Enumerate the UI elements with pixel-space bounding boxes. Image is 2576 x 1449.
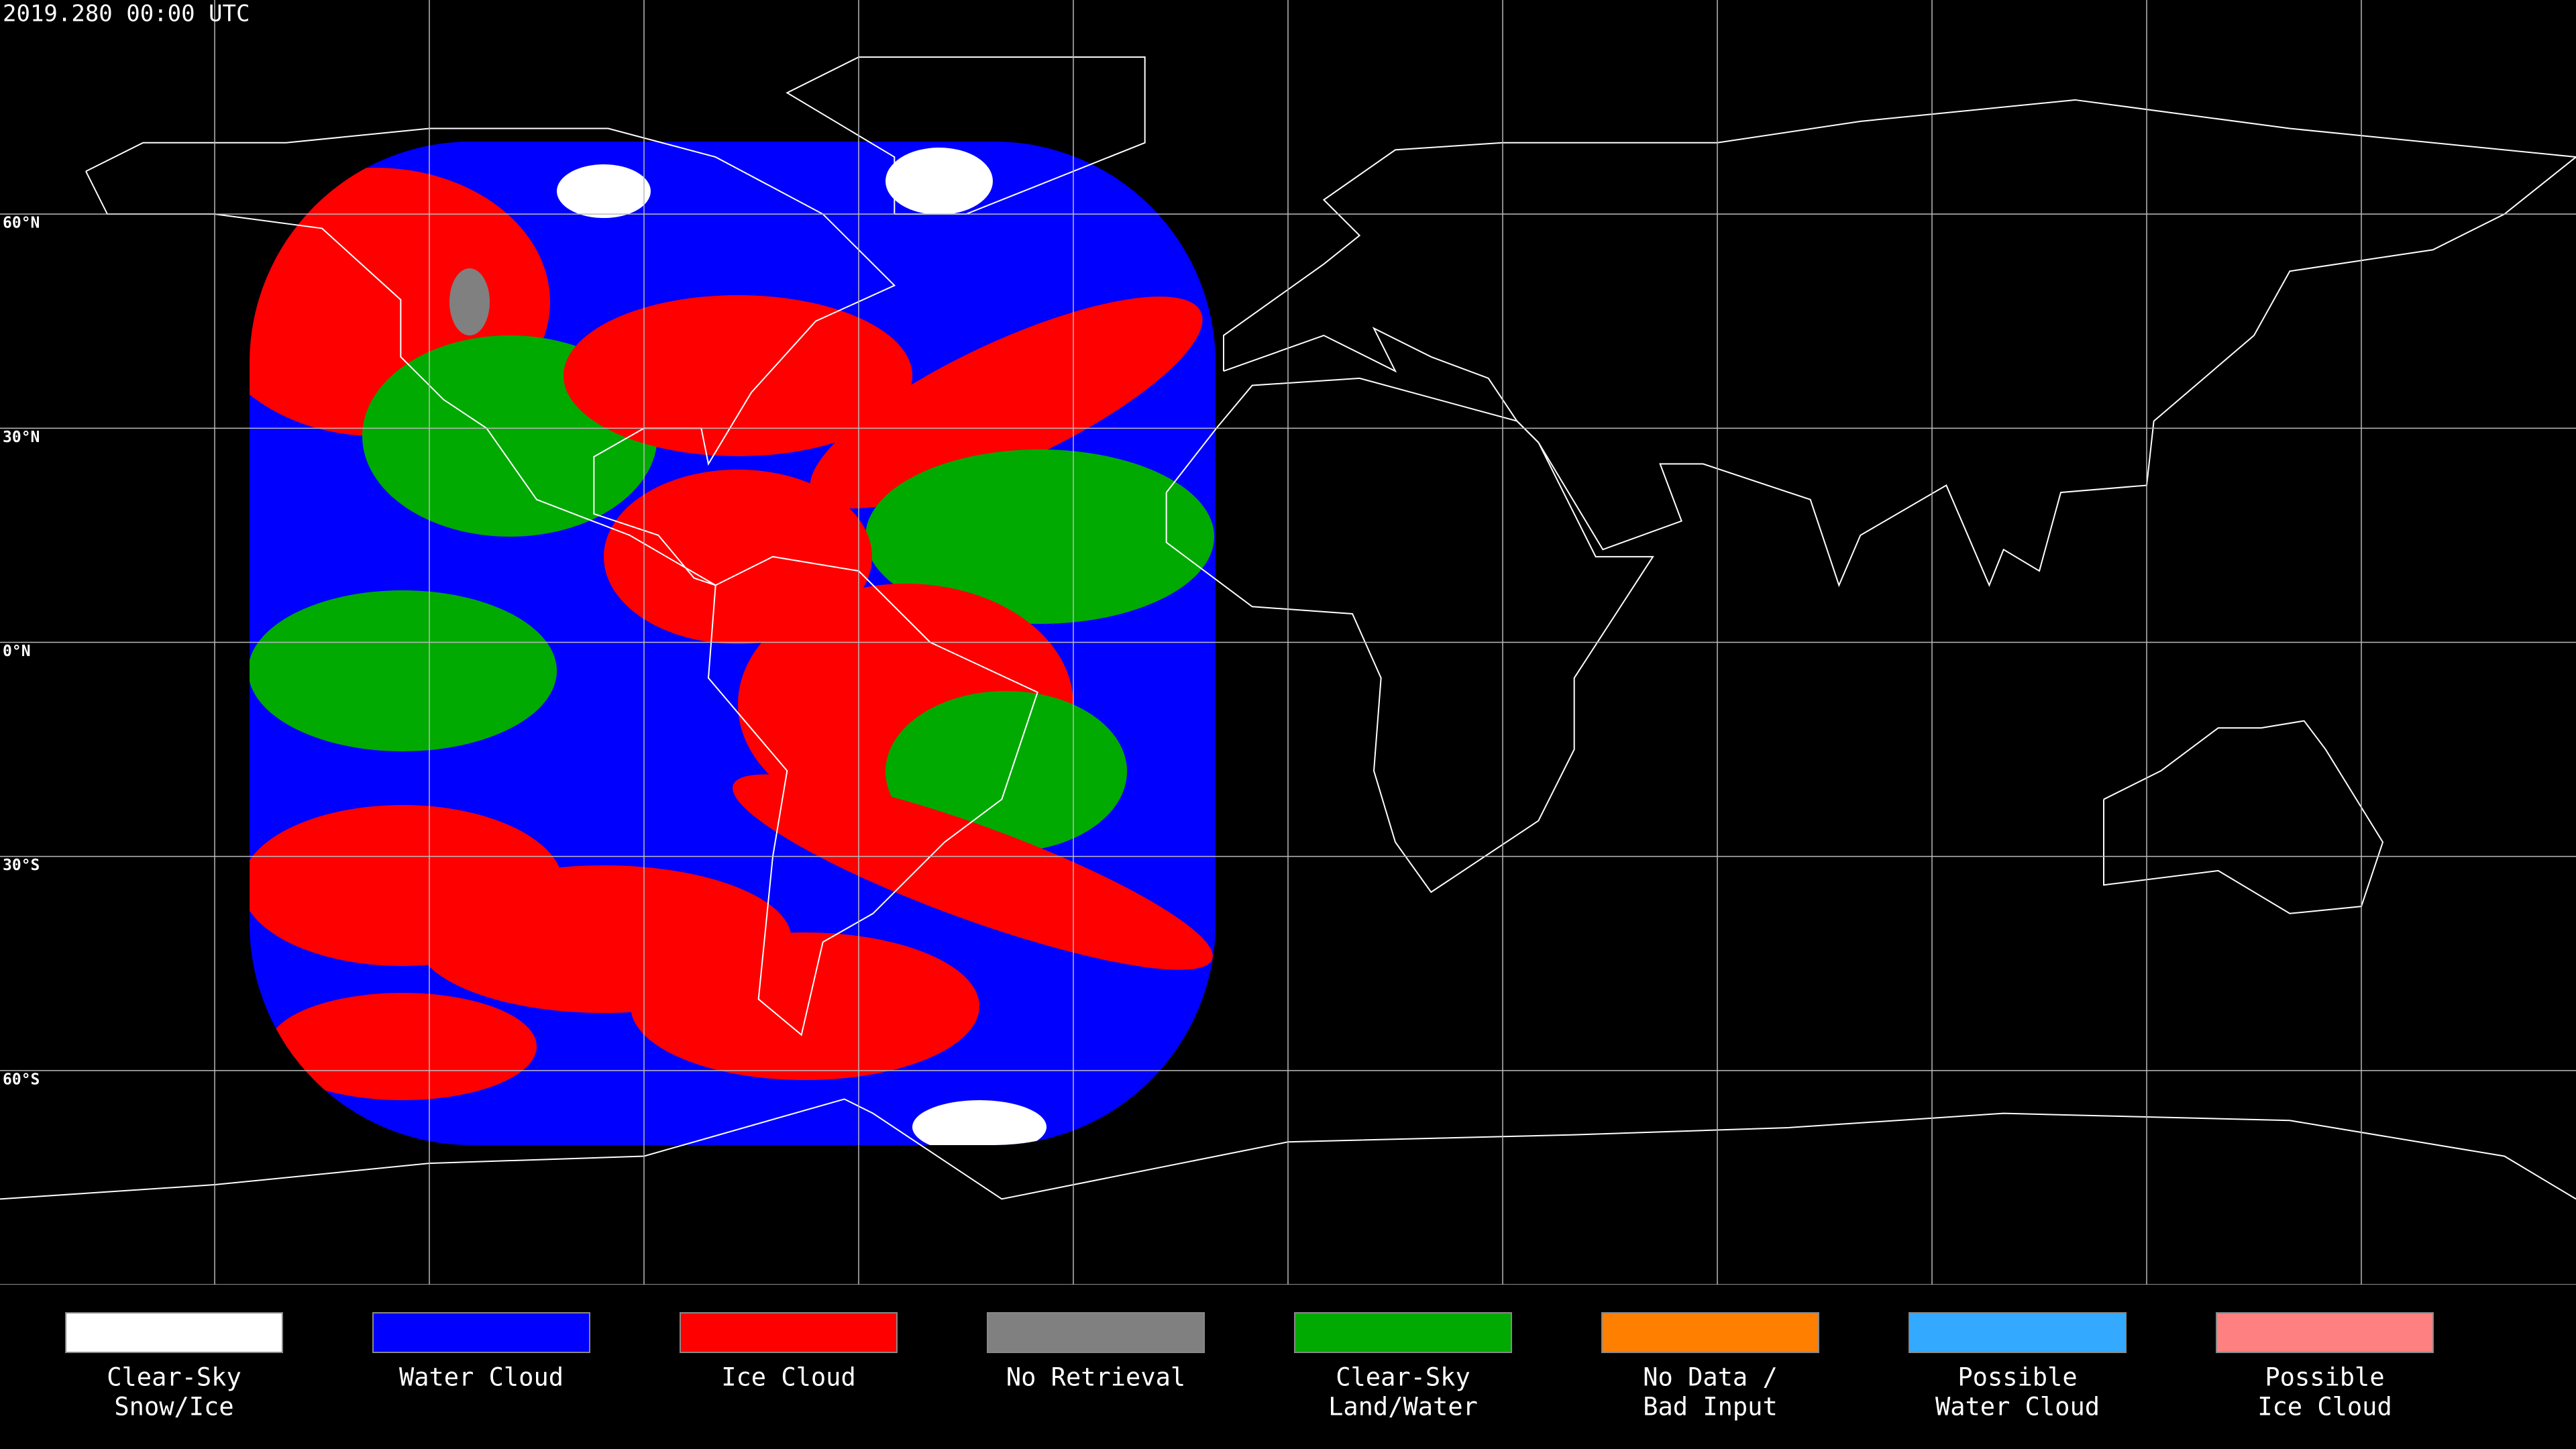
legend-label: Bad Input <box>1643 1393 1777 1421</box>
legend-swatch <box>1909 1312 2127 1353</box>
legend-label: Clear-Sky <box>1336 1363 1470 1392</box>
coastline <box>0 1098 2576 1200</box>
legend-label: Water Cloud <box>399 1363 564 1392</box>
legend-label: Snow/Ice <box>114 1393 233 1421</box>
coastline <box>1165 377 1654 894</box>
timestamp: 2019.280 00:00 UTC <box>3 1 250 28</box>
coastline <box>786 56 1146 215</box>
coastline <box>707 555 1038 1036</box>
legend-label: Ice Cloud <box>2257 1393 2392 1421</box>
legend-label: Possible <box>2265 1363 2384 1392</box>
coastlines <box>0 56 2576 1200</box>
cloud-imagery <box>250 142 1216 1145</box>
latitude-label: 30°S <box>3 857 40 874</box>
legend-label: Ice Cloud <box>721 1363 855 1392</box>
latitude-label: 60°N <box>3 215 40 232</box>
latitude-label: 0°N <box>3 643 31 660</box>
legend-label: Clear-Sky <box>107 1363 241 1392</box>
legend-label: No Data / <box>1643 1363 1777 1392</box>
legend-label: Land/Water <box>1328 1393 1478 1421</box>
legend-label: Possible <box>1957 1363 2077 1392</box>
coastline <box>85 127 896 586</box>
legend-label: Water Cloud <box>1935 1393 2100 1421</box>
coastline <box>2103 720 2384 914</box>
legend-label: No Retrieval <box>1006 1363 1185 1392</box>
legend-panel <box>0 1285 2576 1449</box>
legend-swatch <box>2216 1312 2434 1353</box>
latitude-label: 60°S <box>3 1071 40 1088</box>
legend-swatch <box>987 1312 1205 1353</box>
legend-swatch <box>65 1312 283 1353</box>
legend-swatch <box>1601 1312 1819 1353</box>
legend-swatch <box>372 1312 590 1353</box>
legend-swatch <box>680 1312 898 1353</box>
legend-swatch <box>1294 1312 1512 1353</box>
latitude-label: 30°N <box>3 429 40 446</box>
